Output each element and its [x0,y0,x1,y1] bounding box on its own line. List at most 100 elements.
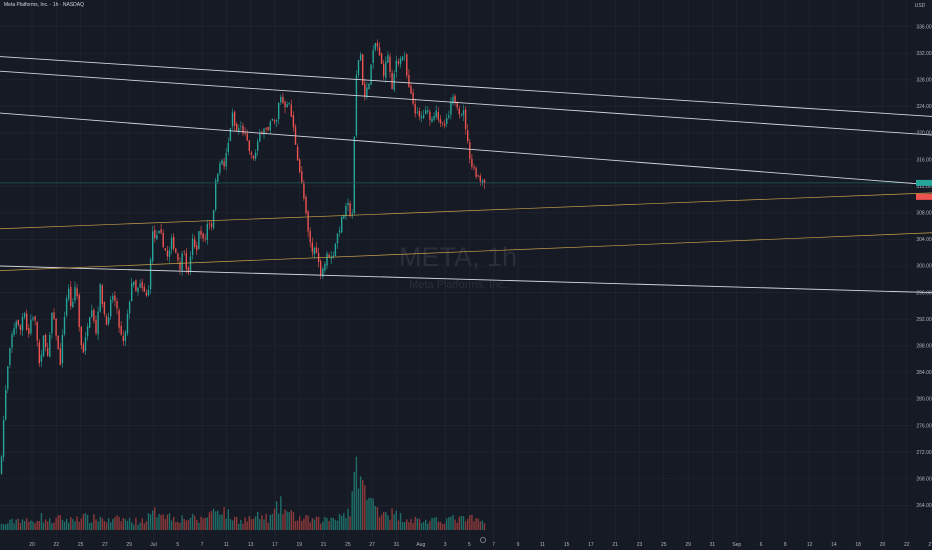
trendline[interactable] [0,265,932,294]
candle-body[interactable] [84,337,87,351]
candle-body[interactable] [288,103,290,105]
candle-body[interactable] [194,239,196,247]
trendline[interactable] [0,70,932,136]
candle-body[interactable] [301,171,303,183]
candle-body[interactable] [162,233,164,248]
candle-body[interactable] [261,131,263,134]
candle-body[interactable] [198,231,200,249]
candle-body[interactable] [95,320,97,334]
price-axis[interactable]: 336.00 332.00 328.00 324.00 320.00 316.00 312.… [916,24,932,509]
candle-body[interactable] [120,325,122,335]
candle-body[interactable] [202,233,204,239]
candle-body[interactable] [187,267,190,273]
candle-body[interactable] [122,336,124,342]
candle-body[interactable] [450,101,452,115]
candle-body[interactable] [456,101,458,108]
candle-body[interactable] [74,287,76,301]
candle-body[interactable] [341,216,343,233]
candle-body[interactable] [112,295,114,300]
candle-body[interactable] [57,335,59,350]
candle-body[interactable] [431,118,433,122]
candle-body[interactable] [242,125,244,134]
candle-body[interactable] [47,348,49,356]
candle-body[interactable] [38,341,40,364]
candle-body[interactable] [372,50,374,63]
candle-body[interactable] [481,181,484,183]
candle-body[interactable] [322,268,324,277]
candle-body[interactable] [141,281,143,288]
candle-body[interactable] [422,114,425,118]
candle-body[interactable] [11,334,13,348]
candle-body[interactable] [269,121,271,131]
candle-body[interactable] [23,313,26,318]
candle-body[interactable] [328,254,330,258]
candle-body[interactable] [34,316,36,321]
candle-body[interactable] [414,104,416,114]
candle-body[interactable] [315,247,318,254]
candle-body[interactable] [32,317,34,320]
candle-body[interactable] [267,127,269,131]
candle-body[interactable] [240,126,242,127]
candle-body[interactable] [410,85,412,94]
candle-body[interactable] [185,252,187,269]
candle-body[interactable] [158,230,160,234]
candle-body[interactable] [86,326,89,337]
candle-body[interactable] [149,259,152,290]
candle-body[interactable] [433,115,435,120]
candle-body[interactable] [9,348,11,366]
candle-body[interactable] [441,122,444,124]
candle-body[interactable] [376,42,379,47]
currency-label[interactable]: USD [915,3,926,9]
candle-body[interactable] [446,118,448,124]
candle-body[interactable] [133,281,135,286]
candle-body[interactable] [93,309,95,321]
candle-body[interactable] [467,130,469,141]
candle-body[interactable] [282,96,284,104]
candle-body[interactable] [385,61,387,78]
candle-body[interactable] [5,389,7,420]
candle-body[interactable] [68,288,70,299]
candle-body[interactable] [204,238,206,240]
candle-body[interactable] [219,163,221,174]
candle-body[interactable] [97,311,99,335]
candle-body[interactable] [420,116,423,119]
candle-body[interactable] [227,142,229,153]
candle-body[interactable] [116,301,118,309]
candle-body[interactable] [359,54,362,61]
candle-body[interactable] [139,283,141,288]
candle-body[interactable] [99,283,101,312]
candle-body[interactable] [362,54,364,86]
candle-body[interactable] [189,256,192,271]
candle-body[interactable] [332,255,334,258]
candle-body[interactable] [101,285,103,304]
candle-body[interactable] [72,301,74,308]
candle-body[interactable] [280,97,282,103]
candle-body[interactable] [252,155,255,159]
candle-body[interactable] [336,233,339,244]
time-axis-settings-circle[interactable] [480,537,486,543]
candle-body[interactable] [401,56,404,60]
candle-body[interactable] [212,210,215,228]
candle-body[interactable] [324,263,326,271]
candle-body[interactable] [208,223,211,225]
candle-body[interactable] [460,115,463,117]
candle-body[interactable] [0,456,3,474]
candle-body[interactable] [154,230,156,239]
candle-body[interactable] [427,110,429,113]
candle-body[interactable] [51,312,53,334]
candle-body[interactable] [473,166,475,169]
candle-body[interactable] [334,243,337,257]
candle-body[interactable] [238,128,240,131]
candle-body[interactable] [250,152,253,155]
candle-body[interactable] [177,253,179,261]
candle-body[interactable] [200,230,202,235]
candle-body[interactable] [89,317,91,328]
trendline[interactable] [0,192,932,230]
candle-body[interactable] [107,317,110,324]
candle-body[interactable] [404,55,406,57]
candle-body[interactable] [330,256,332,259]
candle-body[interactable] [28,328,30,335]
candle-body[interactable] [105,315,108,325]
candle-body[interactable] [124,332,127,341]
candle-body[interactable] [454,95,456,103]
